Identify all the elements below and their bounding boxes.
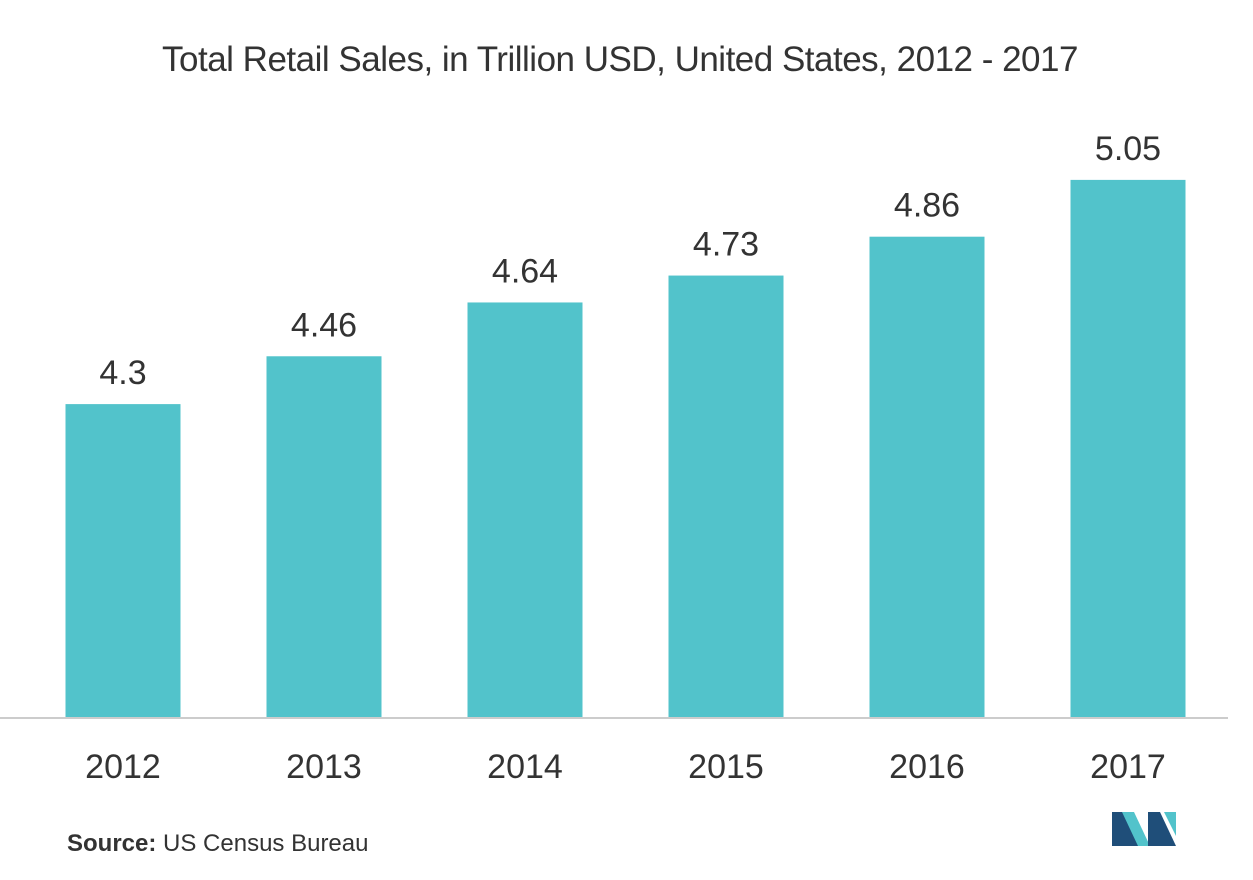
source-key: Source: bbox=[67, 830, 157, 857]
x-tick-label-2012: 2012 bbox=[85, 748, 161, 786]
data-label-2016: 4.86 bbox=[894, 187, 960, 225]
bar-2017 bbox=[1070, 179, 1186, 719]
x-tick-label-2014: 2014 bbox=[487, 748, 563, 786]
bars-layer bbox=[65, 179, 1186, 719]
source-note: Source: US Census Bureau bbox=[67, 830, 368, 858]
x-axis-ticks: 2012 2013 2014 2015 2016 2017 bbox=[85, 748, 1166, 786]
x-tick-label-2013: 2013 bbox=[286, 748, 362, 786]
bar-2012 bbox=[65, 404, 181, 718]
bar-2013 bbox=[266, 356, 382, 718]
chart-title: Total Retail Sales, in Trillion USD, Uni… bbox=[162, 40, 1078, 79]
mordor-logo-icon bbox=[1112, 812, 1176, 846]
data-label-2013: 4.46 bbox=[291, 306, 357, 344]
source-text: US Census Bureau bbox=[163, 830, 369, 857]
bar-2016 bbox=[869, 236, 985, 718]
x-tick-label-2016: 2016 bbox=[889, 748, 965, 786]
bar-2014 bbox=[467, 302, 583, 718]
x-tick-label-2017: 2017 bbox=[1090, 748, 1166, 786]
data-label-2015: 4.73 bbox=[693, 226, 759, 264]
data-label-2017: 5.05 bbox=[1095, 130, 1161, 168]
data-label-2014: 4.64 bbox=[492, 252, 558, 290]
x-tick-label-2015: 2015 bbox=[688, 748, 764, 786]
data-label-2012: 4.3 bbox=[99, 354, 146, 392]
labels-layer: 4.3 4.46 4.64 4.73 4.86 5.05 bbox=[99, 130, 1161, 392]
bar-2015 bbox=[668, 275, 784, 718]
